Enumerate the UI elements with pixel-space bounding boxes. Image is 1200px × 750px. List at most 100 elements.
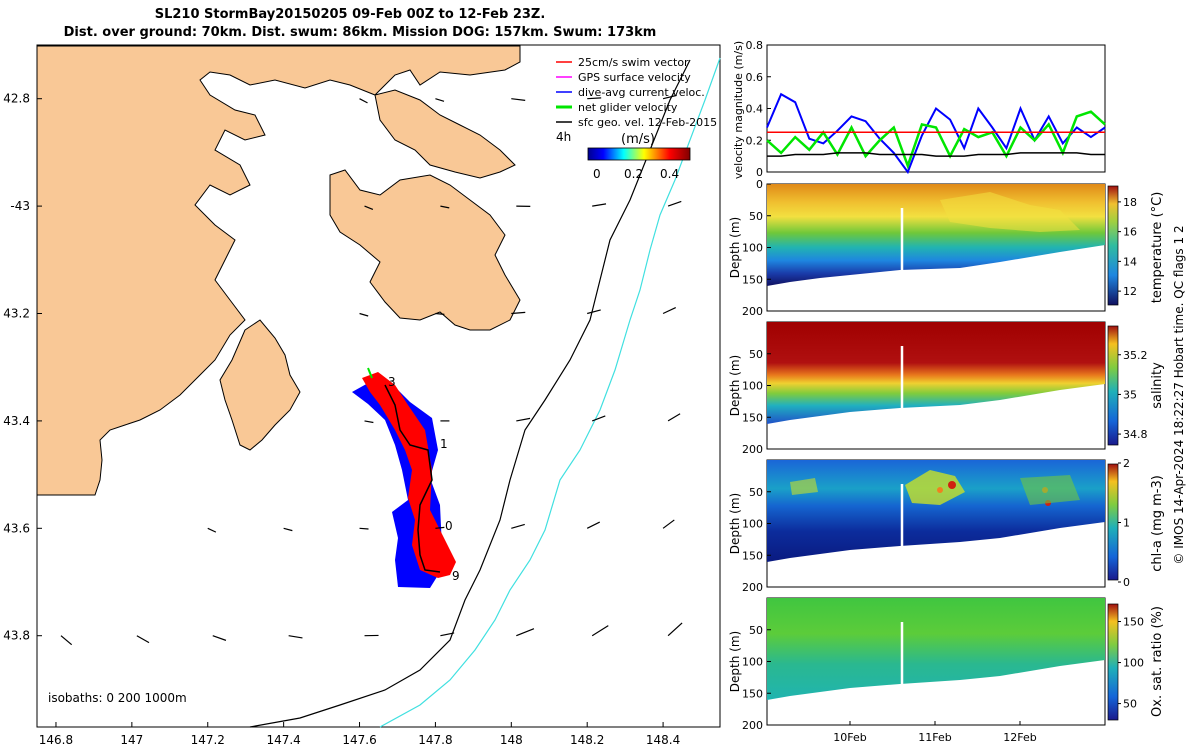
colorbar-tick-label: 0 [1123,576,1130,589]
map-x-tick-label: 148.2 [570,733,604,747]
depth-tick-label: 150 [742,687,763,700]
sfc-velocity-arrow [288,635,303,639]
sfc-velocity-arrow [359,98,368,104]
colorbar-tick: 0.4 [660,167,679,181]
depth-tick-label: 100 [742,656,763,669]
isobaths-label: isobaths: 0 200 1000m [48,691,187,705]
sfc-velocity-arrow [283,527,293,532]
sfc-velocity-arrow [435,98,445,102]
sfc-velocity-arrow [662,94,677,100]
chl-field [767,460,1105,562]
waypoint-label: 3 [388,375,396,389]
footer-credit: © IMOS 14-Apr-2024 18:22:27 Hobart time.… [1172,225,1186,564]
sfc-velocity-arrow [511,98,526,101]
map-x-tick-label: 147.4 [266,733,300,747]
map-x-tick-label: 148.4 [646,733,680,747]
velocity-axis: 0 0.2 0.4 0.6 0.8 [746,39,771,179]
peninsula-east [329,169,521,331]
isobath-200m [249,59,691,728]
legend-item: 25cm/s swim vector [578,56,689,69]
map-x-tick-label: 148 [500,733,523,747]
waypoint-label: 9 [452,569,460,583]
legend-item: GPS surface velocity [578,71,691,84]
chl-patch [1020,475,1080,505]
velocity-y-tick-label: 0.6 [746,71,764,84]
sfc-velocity-arrow [435,312,445,315]
net-glider-velocity-start [367,367,373,379]
colorbar-tick-label: 35 [1123,388,1137,401]
colorbar-tick-label: 16 [1123,226,1137,239]
depth-tick-label: 200 [742,581,763,594]
sfc-velocity-arrow [136,635,150,644]
velocity-series-line [766,92,1106,175]
map-legend: 25cm/s swim vector GPS surface velocity … [556,56,717,181]
sfc-velocity-arrow [662,519,675,529]
depth-tick-label: 150 [742,549,763,562]
legend-item: dive-avg current veloc. [578,86,705,99]
salinity-colorbar [1107,325,1119,446]
track-map: 3 1 0 9 146.8 147 147.2 147.4 147.6 147.8 148 1… [3,44,721,747]
sfc-velocity-arrow [667,413,681,422]
legend-item: sfc geo. vel. 12-Feb-2015 [578,116,717,129]
sfc-velocity-arrow [662,306,677,315]
velocity-y-tick-label: 0 [756,166,763,179]
colorbar-label: chl-a (mg m-3) [1150,475,1165,572]
map-axis-ticks: 146.8 147 147.2 147.4 147.6 147.8 148 148.2 148.… [3,92,680,747]
sfc-velocity-arrow [587,309,601,315]
sfc-velocity-arrow [440,632,455,637]
island-south [219,319,301,451]
sfc-velocity-arrow [435,526,445,529]
chart-title: SL210 StormBay20150205 09-Feb 00Z to 12-… [154,7,546,22]
time-tick-label: 12Feb [1003,731,1036,744]
colorbar-tick-label: 14 [1123,255,1137,268]
map-x-tick-label: 147.2 [191,733,225,747]
depth-axis-label: Depth (m) [728,355,742,416]
map-y-tick-label: -43 [10,199,30,213]
colorbar-tick-label: 2 [1123,457,1130,470]
depth-axis-label: Depth (m) [728,631,742,692]
sfc-velocity-arrow [364,205,374,210]
map-y-tick-label: 43.6 [3,521,30,535]
chl-colorbar [1107,463,1119,581]
depth-tick-label: 50 [749,348,763,361]
speed-colorbar [587,147,691,161]
colorbar-tick-label: 150 [1123,616,1144,629]
peninsula-north [374,89,516,179]
waypoint-label: 0 [445,519,453,533]
colorbar-label: salinity [1150,362,1165,409]
salinity-panel [766,321,1119,450]
map-x-tick-label: 146.8 [39,733,73,747]
chl-panel [766,459,1119,588]
map-x-tick-label: 147.8 [418,733,452,747]
depth-tick-label: 50 [749,210,763,223]
sfc-velocity-arrow [591,415,606,422]
oxygen-colorbar [1107,603,1119,721]
depth-axis-label: Depth (m) [728,493,742,554]
velocity-series-line [767,152,1105,157]
temperature-panel [766,183,1119,312]
isobath-1000m [379,57,721,728]
colorbar-tick-label: 35.2 [1123,349,1148,362]
map-y-tick-label: 43.2 [3,307,30,321]
land-polygons [36,45,521,496]
depth-tick-label: 100 [742,380,763,393]
map-y-tick-label: 42.8 [3,92,30,106]
velocity-y-tick-label: 0.2 [746,134,764,147]
colorbar-tick-label: 18 [1123,196,1137,209]
depth-tick-label: 150 [742,273,763,286]
temperature-colorbar [1107,185,1119,306]
depth-tick-label: 150 [742,411,763,424]
depth-tick-label: 50 [749,624,763,637]
sfc-velocity-arrow [212,635,227,641]
colorbar-units: (m/s) [621,132,655,147]
map-x-tick-label: 147.6 [342,733,376,747]
time-tick-label: 10Feb [833,731,866,744]
colorbar-tick: 0.2 [624,167,643,181]
chl-patch [790,478,818,495]
velocity-ylabel: velocity magnitude (m/s) [732,41,745,179]
sfc-velocity-arrow [587,97,602,100]
sfc-velocity-arrow [364,420,374,424]
tasmania-mainland [36,45,521,496]
sfc-velocity-arrows [60,94,683,646]
